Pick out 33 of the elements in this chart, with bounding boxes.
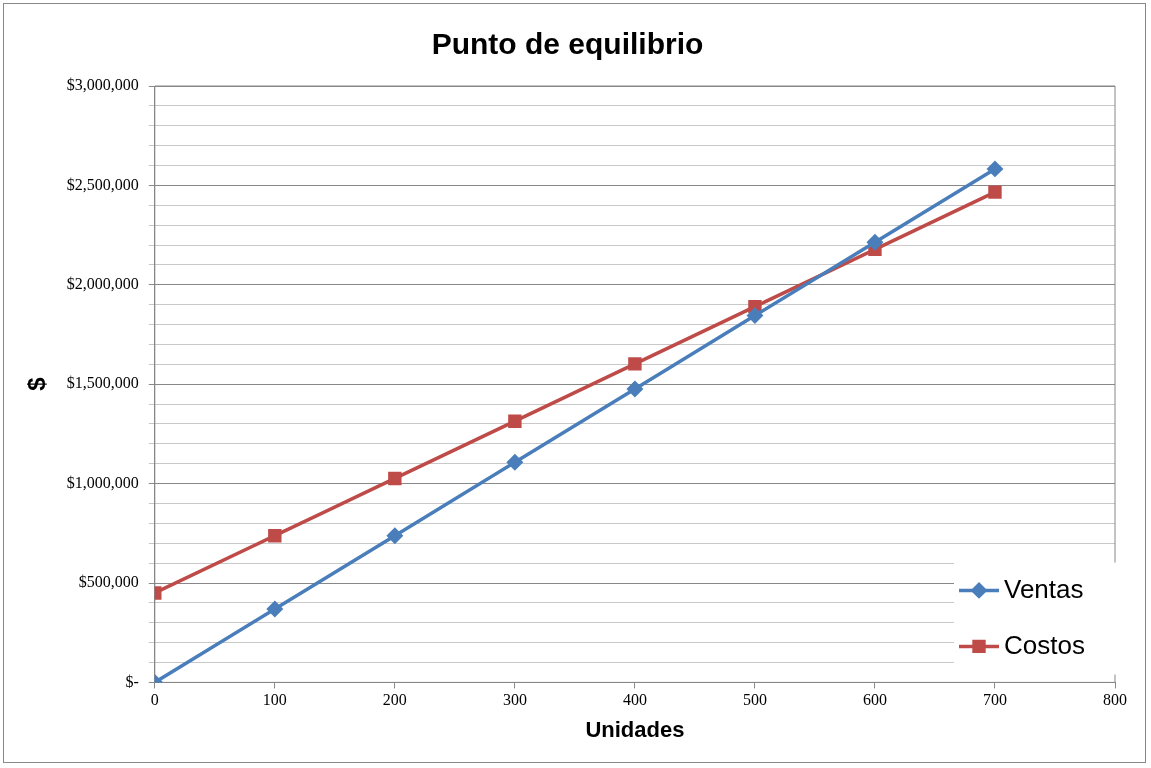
x-tick-label: 100	[262, 691, 287, 709]
x-tick-label: 300	[502, 691, 527, 709]
x-tick-label: 800	[1103, 691, 1127, 709]
point	[387, 527, 403, 544]
chart-title: Punto de equilibrio	[431, 27, 704, 61]
point	[268, 528, 282, 543]
y-tick-label: $-	[125, 672, 139, 690]
y-tick-label: $1,000,000	[66, 473, 139, 491]
y-tick-label: $3,000,000	[66, 76, 139, 94]
legend-label: Costos	[1004, 629, 1085, 660]
x-tick-label: 0	[150, 691, 159, 709]
point	[267, 601, 283, 617]
point	[988, 185, 1002, 199]
point	[747, 307, 763, 324]
y-tick-label: $2,000,000	[66, 275, 139, 292]
x-tick-label: 700	[982, 691, 1007, 709]
point	[508, 414, 522, 428]
point	[507, 454, 523, 471]
y-tick-label: $500,000	[78, 573, 139, 591]
x-tick-label: 200	[382, 691, 407, 709]
point	[628, 357, 642, 371]
x-tick-label: 600	[862, 691, 887, 709]
point	[867, 234, 883, 251]
point	[987, 161, 1003, 177]
point	[388, 471, 402, 486]
y-axis-title: $	[23, 376, 51, 391]
point	[627, 381, 643, 397]
x-tick-label: 500	[742, 691, 767, 709]
x-tick-label: 400	[622, 691, 647, 709]
x-axis-title: Unidades	[585, 716, 685, 742]
y-tick-label: $1,500,000	[66, 374, 139, 392]
legend-label: Ventas	[1004, 573, 1084, 604]
y-tick-label: $2,500,000	[66, 175, 139, 193]
